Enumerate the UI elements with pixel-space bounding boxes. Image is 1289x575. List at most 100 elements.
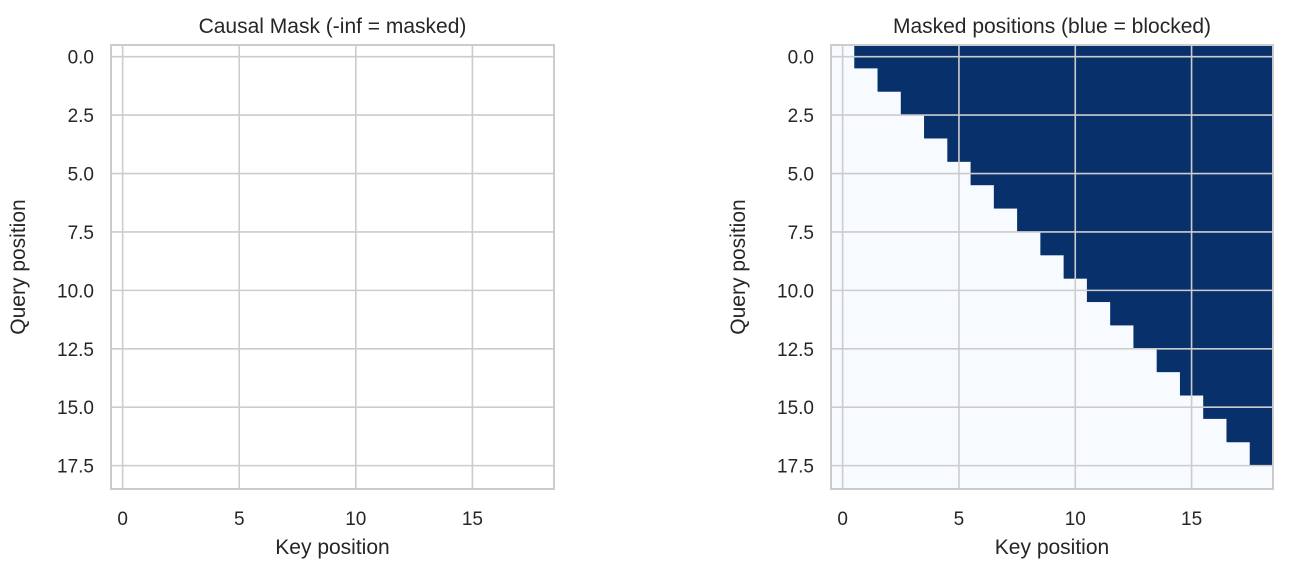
x-tick-label: 15 xyxy=(1181,509,1202,530)
heatmap-cell xyxy=(993,68,1018,93)
heatmap-cell xyxy=(1226,348,1251,373)
heatmap-cell xyxy=(924,325,948,350)
heatmap-cell xyxy=(1017,372,1041,397)
heatmap-cell xyxy=(1203,185,1227,210)
y-tick-label: 10.0 xyxy=(777,281,814,302)
heatmap-cell xyxy=(1017,465,1041,490)
heatmap-cell xyxy=(1110,68,1134,93)
heatmap-cell xyxy=(1086,418,1111,443)
heatmap-cell xyxy=(877,348,902,373)
heatmap-cell xyxy=(1203,372,1227,397)
heatmap-cell xyxy=(970,465,995,490)
heatmap-cell xyxy=(1203,138,1227,163)
heatmap-cell xyxy=(1203,255,1227,280)
heatmap-cell xyxy=(1249,372,1274,397)
x-tick-label: 0 xyxy=(837,509,848,530)
heatmap-cell xyxy=(924,208,948,233)
heatmap-cell xyxy=(1156,255,1181,280)
heatmap-cell xyxy=(1040,325,1065,350)
heatmap-cell xyxy=(854,372,879,397)
heatmap-cell xyxy=(993,115,1018,139)
heatmap-cell xyxy=(900,302,925,326)
heatmap-cell xyxy=(970,442,995,467)
heatmap-cell xyxy=(924,138,948,163)
heatmap-cell xyxy=(1017,138,1041,163)
heatmap-cell xyxy=(1110,231,1134,256)
heatmap-cell xyxy=(1249,208,1274,233)
heatmap-cell xyxy=(970,372,995,397)
heatmap-cell xyxy=(877,465,902,490)
heatmap-cell xyxy=(877,91,902,116)
heatmap-cell xyxy=(1226,115,1251,139)
y-tick-label: 17.5 xyxy=(57,457,94,478)
heatmap-cell xyxy=(1226,255,1251,280)
heatmap-cell xyxy=(854,442,879,467)
x-axis-label: Key position xyxy=(995,536,1109,559)
heatmap-cell xyxy=(1133,442,1158,467)
heatmap-cell xyxy=(924,465,948,490)
heatmap-cell xyxy=(1249,185,1274,210)
heatmap-cell xyxy=(1156,231,1181,256)
heatmap-cell xyxy=(1226,91,1251,116)
heatmap-cell xyxy=(1017,115,1041,139)
heatmap-cell xyxy=(993,348,1018,373)
heatmap-cell xyxy=(900,231,925,256)
heatmap-cell xyxy=(924,442,948,467)
heatmap-cell xyxy=(1110,115,1134,139)
heatmap-cell xyxy=(1249,91,1274,116)
heatmap-cell xyxy=(900,418,925,443)
y-tick-label: 17.5 xyxy=(777,457,814,478)
heatmap-cell xyxy=(1249,465,1274,490)
x-axis-label: Key position xyxy=(275,536,389,559)
heatmap-cell xyxy=(1226,68,1251,93)
heatmap-cell xyxy=(1156,185,1181,210)
heatmap-cell xyxy=(1086,255,1111,280)
y-tick-label: 2.5 xyxy=(68,106,94,127)
heatmap-cell xyxy=(1203,68,1227,93)
heatmap-cell xyxy=(1110,442,1134,467)
heatmap-cell xyxy=(854,418,879,443)
heatmap-cell xyxy=(1110,302,1134,326)
heatmap-cell xyxy=(1203,418,1227,443)
heatmap-cell xyxy=(1110,208,1134,233)
heatmap-cell xyxy=(1086,442,1111,467)
heatmap-cell xyxy=(924,68,948,93)
heatmap-cell xyxy=(1133,115,1158,139)
heatmap-cell xyxy=(924,231,948,256)
heatmap-cell xyxy=(1133,138,1158,163)
heatmap-cell xyxy=(1040,372,1065,397)
heatmap-cell xyxy=(1040,91,1065,116)
heatmap-cell xyxy=(1133,208,1158,233)
x-tick-label: 0 xyxy=(117,509,128,530)
heatmap-cell xyxy=(854,465,879,490)
heatmap-cell xyxy=(877,115,902,139)
heatmap-cell xyxy=(1017,302,1041,326)
heatmap-cell xyxy=(1017,185,1041,210)
heatmap-cell xyxy=(1086,231,1111,256)
heatmap-cell xyxy=(970,348,995,373)
heatmap-cell xyxy=(1086,302,1111,326)
heatmap-cell xyxy=(854,325,879,350)
heatmap-cell xyxy=(1156,115,1181,139)
heatmap-cell xyxy=(993,208,1018,233)
heatmap-cell xyxy=(1110,91,1134,116)
heatmap-cell xyxy=(993,138,1018,163)
heatmap-cell xyxy=(1156,302,1181,326)
heatmap-cell xyxy=(1249,115,1274,139)
heatmap-cell xyxy=(900,348,925,373)
heatmap-cell xyxy=(1249,348,1274,373)
heatmap-cell xyxy=(1133,91,1158,116)
heatmap-cell xyxy=(900,372,925,397)
heatmap-cell xyxy=(1203,465,1227,490)
heatmap-cell xyxy=(924,372,948,397)
x-tick-label: 5 xyxy=(234,509,245,530)
chart-title: Masked positions (blue = blocked) xyxy=(893,15,1211,38)
heatmap-cell xyxy=(877,302,902,326)
heatmap-cell xyxy=(1133,68,1158,93)
heatmap-cell xyxy=(1133,372,1158,397)
heatmap-cell xyxy=(1249,231,1274,256)
heatmap-cell xyxy=(924,255,948,280)
heatmap-cell xyxy=(1133,325,1158,350)
heatmap-cell xyxy=(1017,325,1041,350)
